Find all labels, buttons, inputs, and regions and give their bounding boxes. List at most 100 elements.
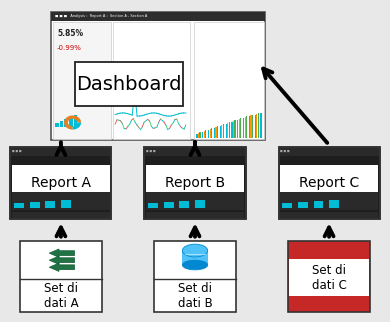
Bar [144, 147, 246, 219]
Wedge shape [64, 116, 81, 129]
Bar [144, 147, 246, 219]
Text: ■ ■ ■: ■ ■ ■ [12, 149, 22, 153]
Text: Set di
dati C: Set di dati C [312, 264, 346, 292]
Bar [229, 122, 230, 137]
Bar [231, 122, 232, 137]
Bar [202, 132, 203, 137]
Bar [14, 203, 24, 208]
Bar [289, 260, 369, 296]
Bar [329, 200, 339, 208]
Bar [278, 147, 379, 219]
Bar [113, 23, 190, 138]
Bar [280, 212, 378, 218]
Bar [240, 118, 241, 137]
Bar [164, 202, 174, 208]
Bar [196, 134, 197, 137]
Bar [145, 165, 245, 200]
Wedge shape [73, 123, 81, 129]
Bar [227, 123, 228, 137]
FancyArrow shape [49, 256, 74, 264]
Bar [223, 124, 224, 137]
Bar [179, 201, 189, 208]
Bar [195, 200, 205, 208]
Text: ■ ■ ■   Analysis ›  Report A ›  Section A - Section A: ■ ■ ■ Analysis › Report A › Section A - … [55, 14, 147, 18]
Bar [198, 133, 199, 137]
Text: Report A: Report A [31, 175, 91, 190]
Bar [12, 165, 110, 200]
Bar [11, 147, 112, 219]
Bar [217, 126, 218, 137]
Bar [74, 115, 77, 127]
Bar [55, 123, 58, 127]
Bar [278, 147, 379, 156]
Bar [243, 118, 244, 137]
Bar [208, 130, 209, 137]
Ellipse shape [183, 244, 207, 257]
Bar [280, 192, 378, 210]
Bar [144, 147, 246, 156]
Bar [205, 130, 206, 137]
Bar [261, 113, 262, 137]
Ellipse shape [183, 260, 207, 270]
Bar [51, 12, 265, 140]
Bar [51, 12, 265, 21]
FancyArrow shape [49, 249, 74, 257]
Bar [239, 119, 240, 137]
Bar [74, 62, 183, 107]
Bar [221, 125, 222, 137]
Bar [199, 132, 200, 137]
Bar [298, 202, 308, 208]
Bar [255, 115, 256, 137]
Bar [225, 124, 227, 137]
Bar [280, 165, 378, 200]
Bar [45, 201, 55, 208]
Bar [11, 147, 112, 156]
Bar [11, 147, 112, 219]
Bar [183, 251, 207, 265]
Bar [234, 120, 236, 137]
Bar [278, 147, 379, 219]
Bar [53, 23, 111, 138]
Bar [314, 201, 323, 208]
Bar [195, 23, 264, 138]
Text: Set di
dati B: Set di dati B [177, 282, 213, 310]
Text: ■ ■ ■: ■ ■ ■ [280, 149, 290, 153]
Bar [233, 121, 234, 137]
Bar [148, 203, 158, 208]
FancyArrow shape [49, 263, 74, 271]
Text: ■ ■ ■: ■ ■ ■ [146, 149, 156, 153]
Bar [204, 131, 205, 137]
Bar [211, 128, 212, 137]
Bar [252, 115, 253, 137]
Bar [64, 119, 68, 127]
Bar [20, 241, 102, 312]
Bar [256, 114, 257, 137]
Bar [12, 192, 110, 210]
Bar [245, 118, 246, 137]
Bar [60, 121, 63, 127]
Bar [215, 127, 216, 137]
Bar [30, 202, 39, 208]
Bar [282, 203, 292, 208]
Bar [209, 129, 211, 137]
Text: -0.99%: -0.99% [57, 45, 82, 51]
Bar [145, 192, 245, 210]
Bar [237, 120, 238, 137]
Bar [214, 128, 215, 137]
Bar [220, 126, 221, 137]
Bar [246, 117, 247, 137]
Text: 5.85%: 5.85% [57, 29, 83, 38]
Bar [258, 113, 259, 137]
Bar [288, 241, 370, 312]
Bar [250, 116, 252, 137]
Bar [145, 212, 245, 218]
Text: Report C: Report C [299, 175, 359, 190]
Bar [154, 241, 236, 312]
Bar [12, 212, 110, 218]
Bar [61, 200, 71, 208]
Text: Report B: Report B [165, 175, 225, 190]
Text: Set di
dati A: Set di dati A [44, 282, 78, 310]
Bar [249, 117, 250, 137]
Bar [69, 117, 73, 127]
Text: Dashboard: Dashboard [76, 75, 182, 94]
